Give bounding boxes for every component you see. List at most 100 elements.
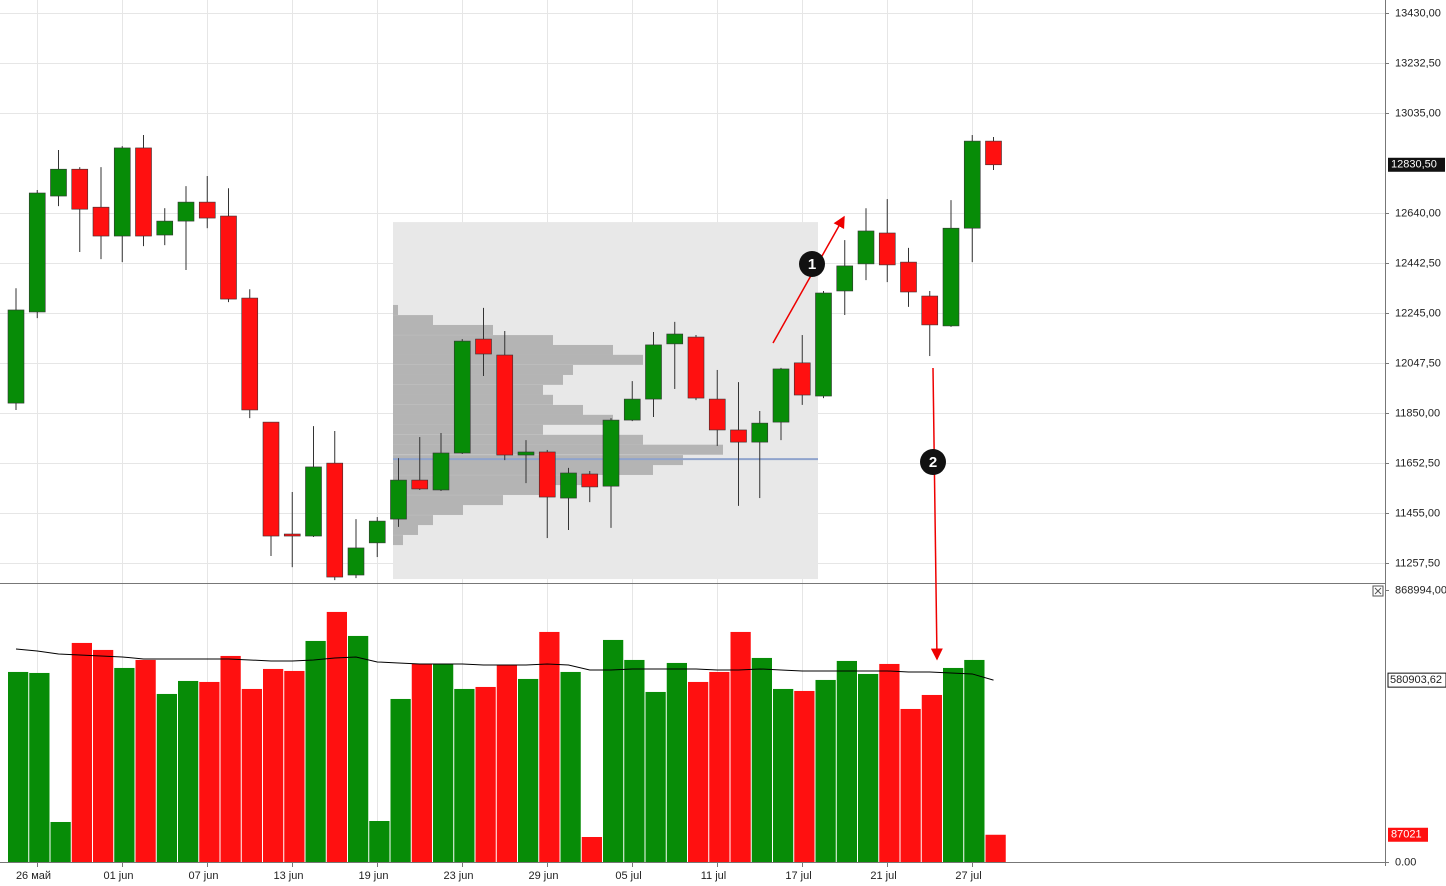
y-tick-label: 11652,50 [1395,457,1440,469]
candle-body [496,354,514,456]
x-tick-label: 27 jul [955,870,981,882]
moving-average [15,648,994,681]
volume-bar [178,680,199,862]
volume-bar [156,693,177,862]
volume-bar [220,655,241,862]
candle-body [942,227,960,327]
candle-body [241,297,259,411]
volume-bar [879,663,900,862]
volume-bar [964,659,985,862]
y-tick-label: 12245,00 [1395,307,1441,319]
profile-bar [393,434,643,445]
y-tick-label: 12640,00 [1395,207,1441,219]
x-tick-label: 29 jun [529,870,559,882]
profile-bar [393,455,683,466]
volume-bar [71,642,92,862]
candle-body [836,265,854,292]
x-tick-label: 23 jun [444,870,474,882]
volume-bar [773,688,794,862]
volume-bar [50,821,71,862]
volume-bar [305,640,326,862]
volume-bar [390,698,411,862]
candle-body [517,451,535,456]
ma-last-box [1387,672,1446,688]
profile-bar [393,324,493,335]
profile-bar [393,504,463,515]
x-tick-label: 01 jun [104,870,134,882]
profile-bar [393,354,643,365]
volume-bar [114,667,135,862]
volume-bar [858,673,879,862]
candle-body [262,421,280,537]
y-tick-label: 12442,50 [1395,257,1441,269]
candle-body [390,479,407,520]
volume-last-box [1388,827,1428,842]
candle-body [305,466,322,537]
profile-bar [393,475,583,486]
candle-body [411,479,429,490]
volume-bar [135,659,156,862]
volume-bar [836,660,857,862]
profile-bar [393,315,433,326]
volume-bar [326,611,347,862]
profile-bar [393,515,433,526]
volume-bar [730,631,751,862]
candle-body [645,344,662,400]
x-tick-label: 26 май [16,870,51,882]
candle-body [71,168,89,210]
candle-body [156,220,174,236]
volume-bar [560,671,581,862]
volume-bar [93,649,114,862]
candle-body [28,192,46,313]
y-tick-label: 11257,50 [1395,557,1440,569]
x-tick-label: 13 jun [274,870,304,882]
last-price-label: 12830,50 [1391,159,1437,171]
x-tick-label: 07 jun [189,870,219,882]
candle-body [560,472,577,499]
volume-bar [921,694,942,862]
volume-bar [241,688,262,862]
profile-bar [393,404,583,415]
annotation-badge [799,251,825,277]
candle-body [730,429,747,443]
profile-bar [393,444,723,455]
candle-body [135,147,152,237]
candle-body [7,309,25,404]
candle-body [368,520,386,544]
plot [7,135,1006,862]
candle-body [815,292,832,397]
volume-bar [985,834,1006,862]
candle-body [198,201,216,219]
y-tick-label: 868994,00 [1395,584,1446,596]
volume-bar [263,668,284,862]
volume-bar [433,663,454,862]
y-tick-label: 11455,00 [1395,507,1440,519]
volume-bar [603,639,624,862]
volume-bar [199,681,220,862]
candle-body [857,230,875,265]
x-tick-label: 05 jul [615,870,641,882]
candle-body [113,147,131,237]
volume-bar [666,662,687,862]
candle-body [581,473,599,488]
candle-body [708,398,726,431]
y-tick-label: 13430,00 [1395,7,1441,19]
candle-body [900,261,917,293]
candle-body [432,452,450,491]
y-tick-label: 13232,50 [1395,57,1441,69]
volume-bar [581,836,602,862]
annotation-text: 2 [929,454,937,471]
ma-last-label: 580903,62 [1390,674,1442,686]
candle-body [878,232,896,266]
y-tick-label: 13035,00 [1395,107,1441,119]
volume-bar [624,659,645,862]
x-tick-label: 21 jul [870,870,896,882]
volume-bar [496,664,517,862]
volume-bar [751,657,772,862]
profile-bar [393,394,553,405]
volume-bar [518,678,539,862]
volume-bar [688,681,709,862]
volume-bar [900,708,921,862]
volume-bar [709,671,730,862]
y-tick-label: 0.00 [1395,856,1416,868]
